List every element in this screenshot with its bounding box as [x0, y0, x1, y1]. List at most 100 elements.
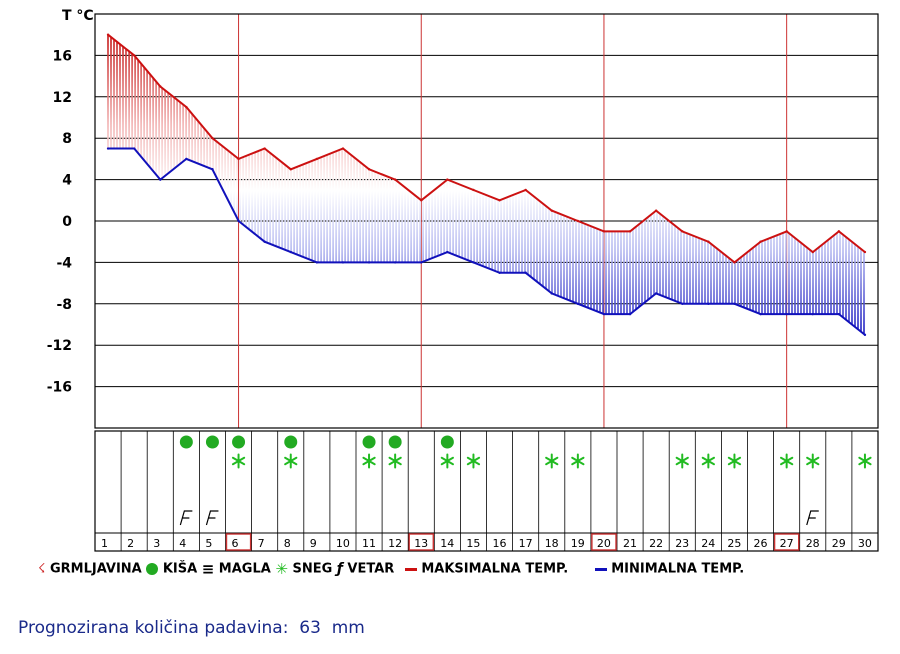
- snow-icon: [388, 453, 402, 469]
- max-temp-point: [341, 147, 345, 150]
- max-temp-point: [628, 230, 632, 233]
- snow-icon: [440, 453, 454, 469]
- week-day-highlight: [408, 533, 435, 551]
- rain-icon: [205, 435, 219, 449]
- snow-icon: [545, 453, 559, 469]
- fog-icon: ≡: [201, 560, 215, 578]
- y-axis: T °C 16 12 8 4 0 -4 -8 -12 -16: [47, 8, 94, 396]
- max-temp-point: [263, 147, 266, 150]
- snow-icon: [231, 453, 246, 469]
- max-temp-point: [420, 199, 423, 202]
- min-temp-line: [108, 147, 866, 336]
- precipitation-forecast: Prognozirana količina padavina: 63 mm: [18, 618, 365, 638]
- day-label: 10: [336, 537, 350, 550]
- rain-icon: [146, 563, 159, 575]
- forecast-value: 63: [299, 618, 321, 638]
- day-label: 6: [232, 537, 239, 550]
- snow-icon-stroke: [284, 456, 298, 466]
- max-temp-point: [367, 168, 371, 171]
- day-label: 25: [727, 537, 741, 550]
- rain-icon: [362, 435, 376, 449]
- temperature-bands: [107, 34, 865, 335]
- wind-icon: [806, 510, 819, 526]
- rain-icon: [284, 435, 298, 449]
- day-label: 9: [310, 537, 317, 550]
- max-temp-point: [785, 230, 788, 233]
- weather-symbols: [94, 430, 879, 552]
- legend-max: MAKSIMALNA TEMP.: [421, 561, 569, 577]
- day-label: 26: [754, 537, 768, 550]
- max-temp-point: [576, 219, 580, 223]
- snow-icon-stroke: [231, 456, 246, 466]
- max-temp-point: [106, 33, 110, 36]
- week-day-highlight: [225, 533, 252, 551]
- min-temp-point: [863, 333, 867, 337]
- snow-icon: [858, 453, 872, 469]
- rain-icon: [440, 435, 454, 449]
- max-temp-point: [237, 157, 240, 161]
- forecast-label: Prognozirana količina padavina:: [18, 618, 289, 638]
- snow-icon-stroke: [440, 456, 454, 466]
- snow-icon-stroke: [362, 456, 376, 466]
- wind-icon: [179, 510, 193, 526]
- max-temp-point: [863, 250, 867, 254]
- day-label: 30: [858, 537, 872, 550]
- max-temp-point: [811, 250, 814, 254]
- min-temp-point: [263, 240, 266, 243]
- min-temp-point: [367, 261, 371, 264]
- max-temp-point: [132, 54, 136, 57]
- legend-fog: MAGLA: [218, 561, 271, 577]
- max-temp-point: [681, 230, 684, 233]
- min-temp-point: [550, 292, 553, 295]
- min-temp-point: [733, 302, 736, 305]
- snow-icon-stroke: [858, 456, 872, 466]
- max-temp-point: [315, 157, 319, 161]
- day-axis: 1 2 3 4 5 6 7 8 9 10 11 12 13 14 15 16 17 18 19 20 21 22 23 24 2…: [101, 533, 872, 551]
- snow-icon-stroke: [545, 456, 559, 466]
- day-label: 24: [701, 537, 715, 550]
- max-temp-point: [211, 137, 214, 140]
- min-line-icon: [594, 567, 607, 571]
- day-label: 28: [806, 537, 820, 550]
- day-label: 11: [362, 537, 376, 550]
- day-label: 20: [597, 537, 611, 550]
- day-label: 5: [205, 537, 212, 550]
- min-temp-point: [498, 271, 501, 274]
- snow-icon: [806, 453, 820, 469]
- rain-icon: [179, 435, 193, 449]
- min-temp-point: [446, 250, 449, 254]
- snow-icon-stroke: [466, 456, 481, 466]
- legend-rain: KIŠA: [162, 561, 198, 577]
- max-temp-point: [759, 240, 762, 243]
- snow-icon-stroke: [727, 456, 742, 466]
- day-label: 17: [519, 537, 533, 550]
- min-temp-point: [159, 178, 162, 181]
- rain-icon: [388, 435, 402, 449]
- snow-icon-stroke: [806, 456, 820, 466]
- snow-icon: [466, 453, 481, 469]
- day-label: 7: [258, 537, 265, 550]
- max-temp-line: [107, 33, 866, 264]
- max-line-icon: [404, 567, 417, 571]
- max-temp-point: [733, 261, 736, 264]
- snow-icon: [571, 453, 585, 469]
- snow-icon-stroke: [388, 456, 402, 466]
- max-temp-point: [185, 105, 188, 109]
- forecast-unit: mm: [331, 618, 365, 638]
- max-temp-point: [289, 168, 292, 171]
- min-temp-point: [654, 292, 658, 295]
- day-label: 15: [466, 537, 480, 550]
- min-temp-point: [602, 312, 606, 316]
- min-temp-point: [524, 271, 527, 274]
- plot-border: [94, 13, 879, 429]
- min-temp-point: [785, 312, 788, 316]
- max-temp-point: [498, 199, 501, 202]
- day-label: 1: [101, 537, 108, 550]
- min-temp-point: [185, 157, 188, 161]
- temperature-range-hatching: [107, 34, 865, 335]
- day-label: 16: [493, 537, 507, 550]
- snow-icon: [362, 453, 376, 469]
- max-temp-point: [159, 85, 162, 88]
- day-label: 13: [414, 537, 428, 550]
- day-label: 3: [153, 537, 160, 550]
